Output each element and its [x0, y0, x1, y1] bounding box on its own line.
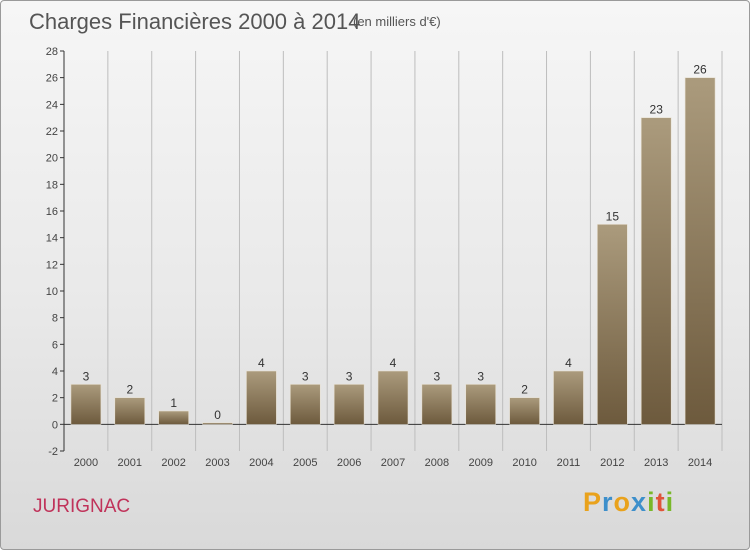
value-label-2014: 26 [693, 63, 707, 77]
x-tick-label-2003: 2003 [205, 457, 229, 469]
x-tick-label-2001: 2001 [118, 457, 142, 469]
x-tick-label-2010: 2010 [512, 457, 536, 469]
bars [70, 77, 716, 425]
commune-name: JURIGNAC [33, 496, 131, 517]
x-tick-label-2005: 2005 [293, 457, 317, 469]
value-label-2001: 2 [126, 383, 133, 397]
bar-2014 [684, 77, 716, 425]
bar-2012 [597, 224, 628, 425]
y-tick-label: 16 [46, 206, 58, 218]
x-tick-label-2009: 2009 [468, 457, 492, 469]
bar-2006 [333, 384, 365, 425]
x-tick-label-2006: 2006 [337, 457, 361, 469]
y-tick-label: 14 [46, 233, 58, 245]
x-tick-label-2000: 2000 [74, 457, 98, 469]
bar-2011 [553, 370, 584, 425]
y-tick-label: -2 [48, 446, 58, 458]
value-label-2004: 4 [258, 356, 265, 370]
value-label-2008: 3 [434, 369, 441, 383]
proxiti-logo[interactable]: Proxiti [583, 487, 675, 517]
x-tick-label-2007: 2007 [381, 457, 405, 469]
x-tick-label-2008: 2008 [425, 457, 449, 469]
x-tick-label-2004: 2004 [249, 457, 273, 469]
value-label-2000: 3 [83, 369, 90, 383]
bar-2005 [289, 384, 321, 425]
x-tick-label-2002: 2002 [161, 457, 185, 469]
y-tick-label: 12 [46, 259, 58, 271]
chart-subtitle: (en milliers d'€) [353, 14, 441, 29]
bar-2007 [377, 370, 409, 425]
bar-2009 [465, 384, 497, 425]
y-tick-label: 22 [46, 126, 58, 138]
bar-2013 [640, 117, 672, 425]
x-tick-label-2012: 2012 [600, 457, 624, 469]
value-label-2005: 3 [302, 369, 309, 383]
bar-2010 [509, 397, 540, 425]
y-tick-label: 24 [46, 99, 58, 111]
y-tick-label: 6 [52, 339, 58, 351]
bar-2008 [421, 384, 453, 425]
y-tick-label: 18 [46, 179, 58, 191]
y-tick-label: 26 [46, 73, 58, 85]
x-tick-label-2013: 2013 [644, 457, 668, 469]
value-label-2011: 4 [565, 356, 572, 370]
labels: 3 2000 2 2001 1 2002 0 2003 4 2004 3 2005 3 2006 4 2007… [74, 63, 713, 469]
y-tick-label: 28 [46, 46, 58, 58]
value-label-2006: 3 [346, 369, 353, 383]
y-tick-label: 2 [52, 393, 58, 405]
value-label-2009: 3 [477, 369, 484, 383]
value-label-2012: 15 [606, 209, 620, 223]
bar-2000 [70, 384, 102, 425]
value-label-2007: 4 [390, 356, 397, 370]
value-label-2010: 2 [521, 383, 528, 397]
y-tick-label: 8 [52, 313, 58, 325]
value-label-2002: 1 [170, 396, 177, 410]
x-tick-label-2014: 2014 [688, 457, 712, 469]
y-tick-label: 10 [46, 286, 58, 298]
bar-2003 [202, 422, 233, 425]
grid-lines [107, 51, 723, 451]
value-label-2013: 23 [650, 103, 664, 117]
bar-2001 [114, 397, 146, 425]
y-tick-label: 4 [52, 366, 58, 378]
x-tick-label-2011: 2011 [557, 457, 581, 469]
value-label-2003: 0 [214, 408, 221, 422]
chart-title: Charges Financières 2000 à 2014 [29, 9, 361, 34]
y-tick-label: 20 [46, 153, 58, 165]
bar-2004 [246, 370, 277, 425]
y-tick-label: 0 [52, 419, 58, 431]
bar-2002 [158, 410, 189, 425]
